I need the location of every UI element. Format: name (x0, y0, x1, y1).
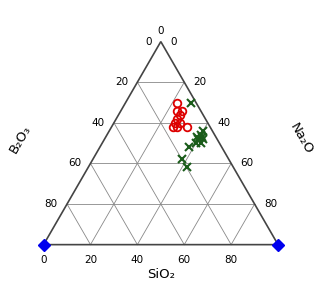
Text: 40: 40 (131, 255, 144, 265)
Text: 60: 60 (68, 158, 81, 168)
Text: 80: 80 (264, 199, 277, 209)
Text: 0: 0 (170, 37, 177, 47)
Text: Na₂O: Na₂O (287, 121, 315, 157)
Text: 60: 60 (241, 158, 254, 168)
Text: 40: 40 (217, 118, 230, 128)
Text: 80: 80 (224, 255, 238, 265)
Text: 20: 20 (194, 77, 207, 87)
Text: 0: 0 (40, 255, 47, 265)
Text: 60: 60 (178, 255, 191, 265)
Text: 0: 0 (145, 37, 152, 47)
Text: 0: 0 (158, 26, 164, 36)
Text: 20: 20 (115, 77, 128, 87)
Text: 80: 80 (45, 199, 58, 209)
Text: 20: 20 (84, 255, 97, 265)
Text: SiO₂: SiO₂ (147, 268, 175, 281)
Text: B₂O₃: B₂O₃ (7, 123, 33, 156)
Text: 40: 40 (91, 118, 105, 128)
